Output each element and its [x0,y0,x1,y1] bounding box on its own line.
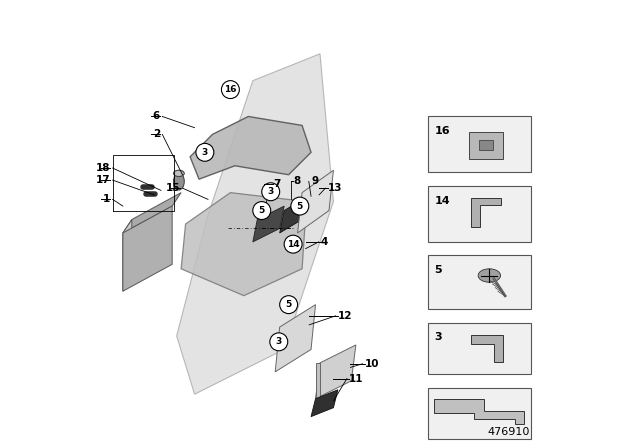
FancyBboxPatch shape [469,132,503,159]
Text: 5: 5 [285,300,292,309]
Polygon shape [181,193,307,296]
Circle shape [291,197,308,215]
Text: 1: 1 [103,194,110,204]
Polygon shape [253,206,284,242]
Text: 8: 8 [293,177,300,186]
Text: 4: 4 [321,237,328,247]
Polygon shape [123,220,132,291]
Polygon shape [123,206,172,291]
Bar [428,186,531,242]
Text: 3: 3 [202,148,208,157]
Text: 11: 11 [349,374,364,383]
FancyBboxPatch shape [479,140,493,150]
Polygon shape [123,193,181,233]
Text: 18: 18 [96,163,110,173]
Polygon shape [280,197,307,233]
Text: 12: 12 [338,311,353,321]
Polygon shape [302,193,324,224]
Ellipse shape [173,170,184,177]
Polygon shape [275,305,316,372]
Text: 15: 15 [166,183,180,193]
Text: 10: 10 [365,359,380,369]
Text: 7: 7 [273,179,280,189]
Text: 14: 14 [287,240,300,249]
Text: 13: 13 [328,183,342,193]
Text: 17: 17 [96,175,110,185]
Text: 16: 16 [435,126,450,136]
Text: 3: 3 [276,337,282,346]
Text: 5: 5 [435,265,442,275]
Polygon shape [435,399,524,425]
Polygon shape [298,170,333,233]
Text: 476910: 476910 [487,427,530,437]
Text: 3: 3 [435,332,442,342]
Text: 3: 3 [268,187,274,196]
Bar [428,116,531,172]
Circle shape [196,143,214,161]
Polygon shape [472,335,503,362]
Text: 16: 16 [224,85,237,94]
Circle shape [280,296,298,314]
Text: 14: 14 [435,196,450,206]
Bar [428,388,531,439]
Circle shape [221,81,239,99]
Polygon shape [316,363,320,399]
Circle shape [262,183,280,201]
Text: 6: 6 [153,112,160,121]
Circle shape [270,333,288,351]
Text: 9: 9 [311,177,318,186]
Text: 5: 5 [259,206,265,215]
Text: 2: 2 [153,129,160,139]
Bar [428,255,531,309]
Circle shape [284,235,302,253]
Bar [428,323,531,374]
Polygon shape [316,345,356,399]
Polygon shape [190,116,311,179]
Text: 5: 5 [297,202,303,211]
Polygon shape [472,198,500,228]
Polygon shape [177,54,333,394]
Circle shape [253,202,271,220]
Ellipse shape [478,269,500,282]
Ellipse shape [173,173,184,190]
Polygon shape [311,390,338,417]
